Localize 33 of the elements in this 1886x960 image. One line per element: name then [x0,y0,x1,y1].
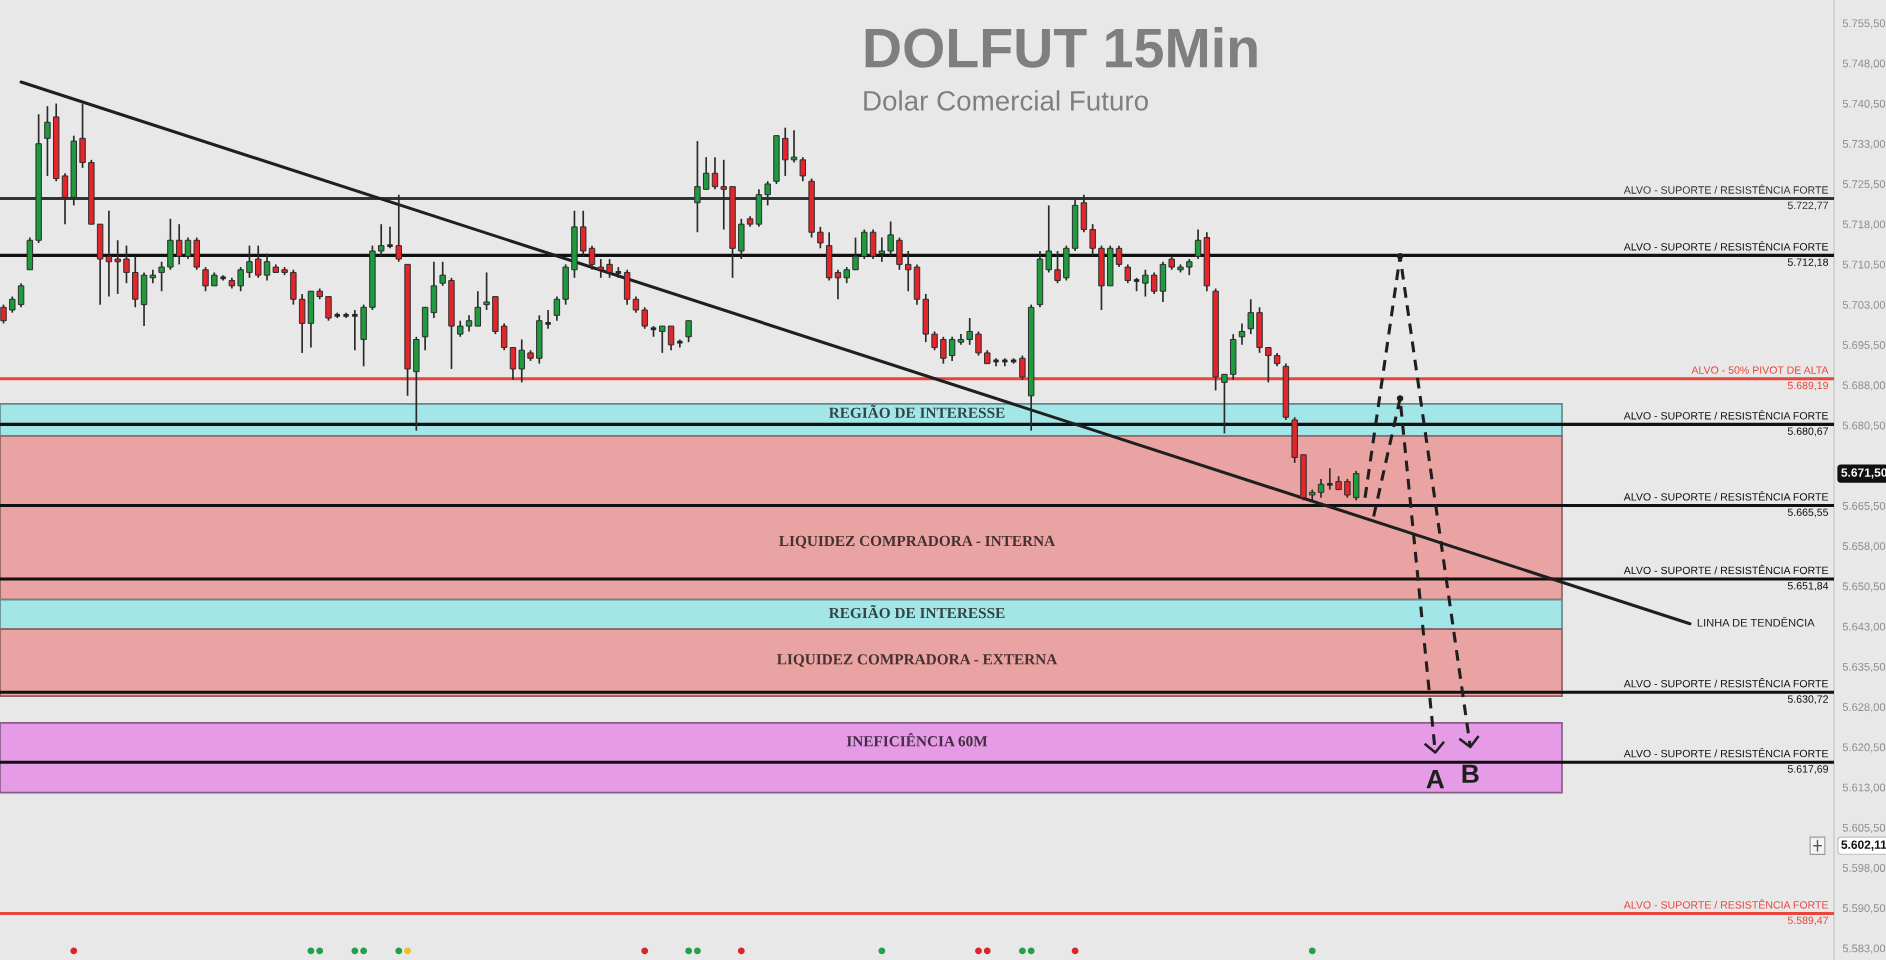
candlestick [193,236,200,271]
chart-title: DOLFUT 15Min [865,26,1257,68]
candlestick [1229,333,1237,381]
candlestick [263,252,271,282]
candlestick [1124,263,1132,285]
candlestick [878,236,886,263]
candlestick [175,223,183,266]
text: Dolar Comercial Futuro [864,90,1148,111]
candlestick [1352,470,1360,502]
candlestick [1036,250,1044,309]
candlestick [799,156,807,183]
candlestick [659,325,666,354]
candlestick [711,156,719,191]
candlestick [307,290,315,349]
candlestick [1150,271,1158,295]
candlestick [641,306,648,330]
candlestick [140,271,148,327]
candlestick [1317,478,1325,499]
candlestick [825,231,833,282]
candlestick [869,228,877,260]
candlestick [948,335,956,362]
candlestick [474,290,482,327]
annotation: A [1426,770,1445,789]
candlestick [667,325,675,352]
candlestick [1159,260,1167,303]
candlestick [685,319,692,344]
candlestick [623,268,631,306]
candlestick [17,282,25,309]
candlestick [1238,322,1246,346]
annotation: B [1462,764,1479,783]
candlestick [184,236,192,260]
candlestick [105,209,113,298]
candlestick [597,258,605,279]
